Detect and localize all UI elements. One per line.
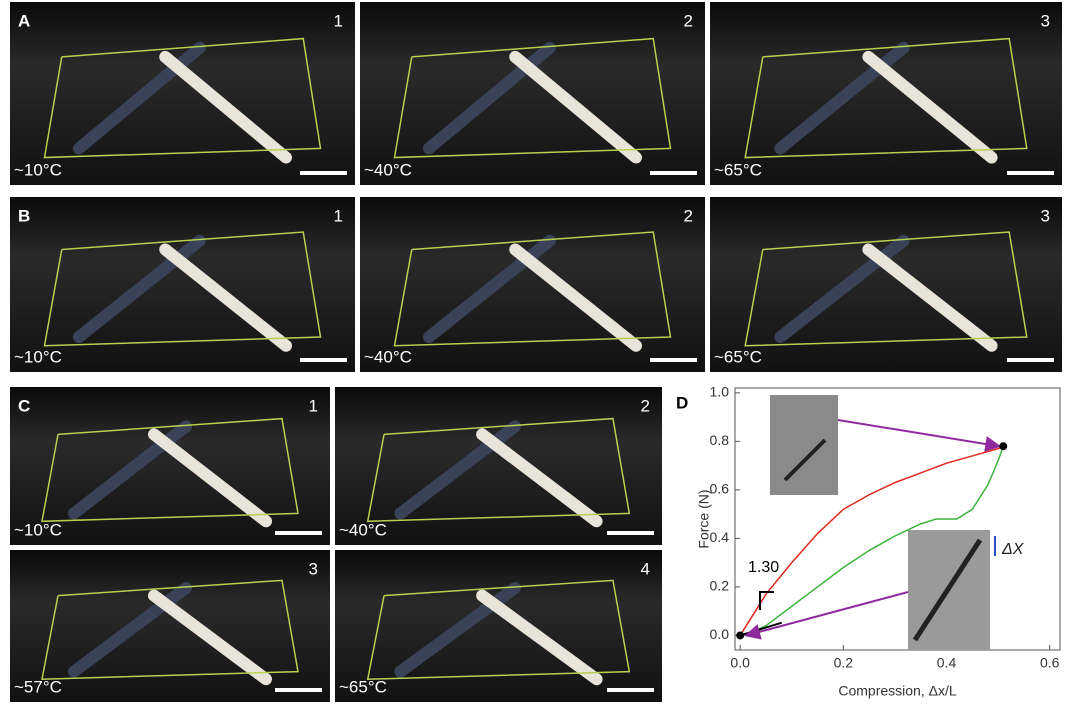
image-number: 3 [1041, 206, 1050, 225]
temperature: ~65°C [339, 677, 387, 696]
temperature: ~10°C [14, 347, 62, 366]
y-tick-label: 1.0 [710, 384, 730, 400]
figure: 1 ~10°C 2 ~40°C 3 ~65°C A 1 ~10°C 2 ~40°C 3 ~65°C B 1 ~… [0, 0, 1067, 706]
image-number: 2 [641, 396, 650, 415]
slope-label: 1.30 [748, 559, 779, 576]
image-number: 3 [1041, 11, 1050, 30]
y-tick-label: 0.8 [710, 432, 730, 448]
y-tick-label: 0.4 [710, 529, 730, 545]
image-number: 2 [684, 206, 693, 225]
x-tick-label: 0.4 [937, 655, 957, 671]
image-number: 1 [309, 396, 318, 415]
x-axis-label: Compression, Δx/L [838, 683, 956, 699]
inset-photo [770, 395, 838, 495]
x-tick-label: 0.6 [1040, 655, 1060, 671]
panel-label: A [18, 11, 30, 30]
temperature: ~65°C [714, 160, 762, 179]
temperature: ~65°C [714, 347, 762, 366]
panel-label: D [676, 393, 688, 412]
image-number: 1 [334, 206, 343, 225]
temperature: ~10°C [14, 160, 62, 179]
end-point [999, 442, 1007, 450]
y-tick-label: 0.2 [710, 578, 730, 594]
image-number: 2 [684, 11, 693, 30]
arrow [838, 420, 999, 446]
image-number: 4 [641, 559, 650, 578]
temperature: ~40°C [364, 160, 412, 179]
panel-label: C [18, 396, 30, 415]
temperature: ~57°C [14, 677, 62, 696]
image-number: 1 [334, 11, 343, 30]
x-tick-label: 0.2 [834, 655, 854, 671]
temperature: ~10°C [14, 520, 62, 539]
image-number: 3 [309, 559, 318, 578]
arrow [746, 592, 908, 635]
y-axis-label: Force (N) [696, 489, 712, 548]
y-tick-label: 0.6 [710, 481, 730, 497]
temperature: ~40°C [339, 520, 387, 539]
displacement-label: ΔX [1001, 541, 1025, 558]
start-point [736, 631, 744, 639]
x-tick-label: 0.0 [730, 655, 750, 671]
temperature: ~40°C [364, 347, 412, 366]
y-tick-label: 0.0 [710, 626, 730, 642]
panel-label: B [18, 206, 30, 225]
